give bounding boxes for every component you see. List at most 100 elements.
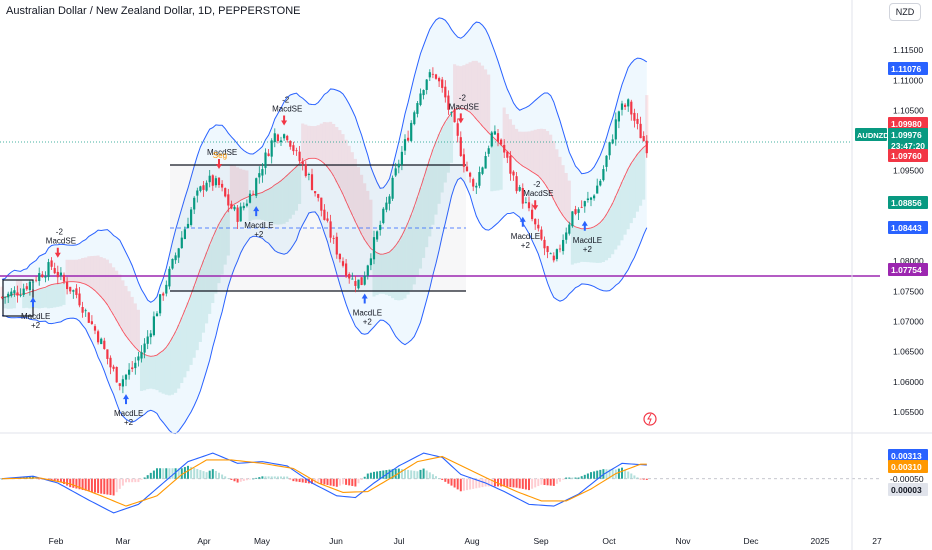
candle-body [602, 169, 605, 181]
signal-qty: +2 [31, 321, 41, 330]
candle-body [453, 109, 456, 123]
stop-zone [561, 165, 565, 216]
macd-histogram-bar [493, 478, 496, 487]
stop-zone [549, 134, 553, 194]
price-tag-value: 1.08443 [891, 223, 922, 233]
candle-body [193, 197, 196, 210]
stop-zone [471, 60, 475, 116]
candle-body [137, 356, 140, 361]
candle-body [227, 194, 230, 206]
candle-body [382, 208, 385, 224]
time-tick-label: 27 [872, 536, 882, 546]
stop-zone [201, 260, 206, 333]
candle-body [562, 239, 565, 252]
macd-histogram-bar [87, 478, 90, 492]
macd-histogram-bar [379, 470, 382, 479]
macd-histogram-bar [552, 478, 555, 486]
stop-zone [267, 189, 271, 222]
candle-body [7, 293, 10, 298]
macd-histogram-bar [599, 469, 602, 479]
candle-body [261, 169, 264, 176]
candle-body [320, 197, 323, 211]
stop-zone [236, 167, 240, 203]
candle-body [270, 140, 273, 157]
candle-body [366, 265, 369, 276]
candle-body [633, 112, 636, 121]
macd-histogram-bar [363, 476, 366, 479]
stop-zone [502, 107, 506, 149]
flash-icon-bolt [647, 413, 652, 425]
candle-body [289, 140, 292, 147]
candle-body [230, 203, 233, 209]
stop-zone [521, 131, 525, 167]
macd-histogram-bar [298, 478, 301, 483]
macd-histogram-bar [323, 478, 326, 485]
macd-histogram-bar [472, 478, 475, 489]
macd-histogram-bar [373, 471, 375, 479]
candle-body [159, 294, 162, 314]
macd-histogram-bar [562, 478, 565, 480]
macd-histogram-bar [255, 477, 258, 479]
macd-histogram-bar [211, 469, 214, 479]
stop-zone [434, 141, 438, 215]
macd-histogram-bar [428, 472, 431, 479]
macd-histogram-bar [311, 478, 313, 484]
macd-histogram-bar [245, 478, 248, 481]
macd-histogram-bar [645, 478, 648, 480]
stop-zone [301, 123, 305, 162]
candle-body [372, 237, 376, 260]
middle-band-line [1, 107, 648, 357]
candle-body [28, 281, 31, 291]
stop-zone [37, 288, 41, 309]
candle-body [506, 151, 509, 158]
candle-body [118, 383, 121, 386]
long-signal-arrow [519, 216, 526, 227]
candle-body [298, 151, 301, 162]
price-pane: MacdLE+2MacdSE-2MacdLE+2MacdSEMacdLE+2Ma… [0, 17, 880, 435]
stop-zone [474, 60, 478, 120]
stop-zone [487, 74, 491, 133]
candle-body [62, 274, 66, 282]
candle-body [152, 316, 155, 336]
candle-body [279, 140, 283, 143]
candle-body [416, 103, 419, 114]
price-tick-label: 1.11500 [893, 45, 923, 55]
macd-histogram-bar [630, 473, 633, 479]
candle-body [586, 198, 589, 201]
signal-qty: -2 [282, 96, 290, 105]
stop-zone [43, 287, 47, 308]
candle-body [441, 79, 444, 88]
macd-histogram-bar [50, 478, 53, 481]
stop-zone [428, 158, 432, 237]
symbol-tag-label: AUDNZD [857, 131, 889, 140]
macd-histogram-bar [134, 478, 137, 483]
stop-zone [53, 283, 57, 308]
stop-zone [449, 112, 454, 163]
short-signal-arrow [532, 200, 539, 211]
candle-body [419, 93, 422, 105]
signal-qty: +2 [254, 230, 264, 239]
macd-histogram-bar [304, 478, 307, 483]
macd-histogram-bar [121, 478, 124, 486]
macd-histogram-bar [56, 478, 59, 481]
macd-histogram-bar [419, 469, 422, 479]
candle-body [617, 111, 620, 122]
macd-histogram-bar [286, 476, 289, 479]
macd-tick-label: -0.00050 [890, 474, 924, 484]
stop-zone [192, 285, 196, 358]
signal-label: MacdSE [46, 237, 76, 246]
macd-histogram-bar [487, 478, 490, 487]
stop-zone [294, 166, 299, 211]
macd-histogram-bar [624, 469, 627, 479]
candle-body [456, 123, 459, 136]
macd-histogram-bar [605, 469, 608, 479]
candle-body [531, 209, 534, 220]
currency-button[interactable]: NZD [889, 3, 921, 21]
candle-body [552, 255, 555, 261]
candle-body [295, 150, 298, 152]
stop-zone [291, 169, 295, 215]
stop-zone [149, 356, 153, 389]
stop-zone [431, 149, 435, 225]
stop-zone [443, 121, 447, 183]
